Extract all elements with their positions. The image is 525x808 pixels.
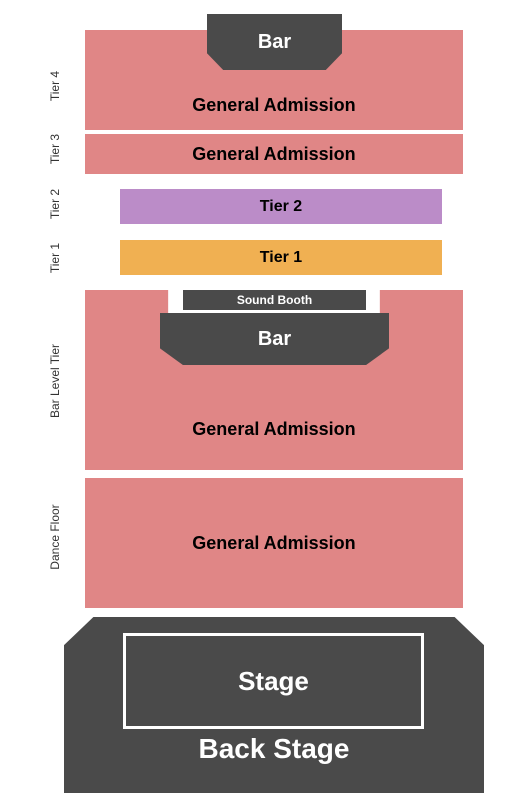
bar-level-bar: Bar <box>160 313 389 365</box>
side-label: Dance Floor <box>48 482 62 592</box>
side-label: Tier 4 <box>48 56 62 116</box>
tier4-bar: Bar <box>207 14 342 70</box>
bar-level-bar-label: Bar <box>258 328 291 351</box>
dance-floor-ga-label: General Admission <box>192 533 355 554</box>
side-label: Tier 3 <box>48 124 62 174</box>
tier4-bar-label: Bar <box>258 31 291 54</box>
sound-booth: Sound Booth <box>183 290 366 310</box>
side-label: Bar Level Tier <box>48 326 62 436</box>
sound-booth-label: Sound Booth <box>237 293 312 307</box>
side-label: Tier 2 <box>48 179 62 229</box>
tier2-label: Tier 2 <box>260 198 302 216</box>
tier2: Tier 2 <box>120 189 442 224</box>
tier3-ga-label: General Admission <box>192 144 355 165</box>
bar-level-ga-label: General Admission <box>192 419 355 440</box>
dance-floor-ga: General Admission <box>85 478 463 608</box>
backstage-label: Back Stage <box>199 733 350 765</box>
tier3-ga: General Admission <box>85 134 463 174</box>
side-label: Tier 1 <box>48 233 62 283</box>
tier1-label: Tier 1 <box>260 249 302 267</box>
stage: Stage <box>123 633 424 729</box>
tier1: Tier 1 <box>120 240 442 275</box>
stage-label: Stage <box>238 666 309 697</box>
tier4-ga-label: General Admission <box>192 95 355 116</box>
